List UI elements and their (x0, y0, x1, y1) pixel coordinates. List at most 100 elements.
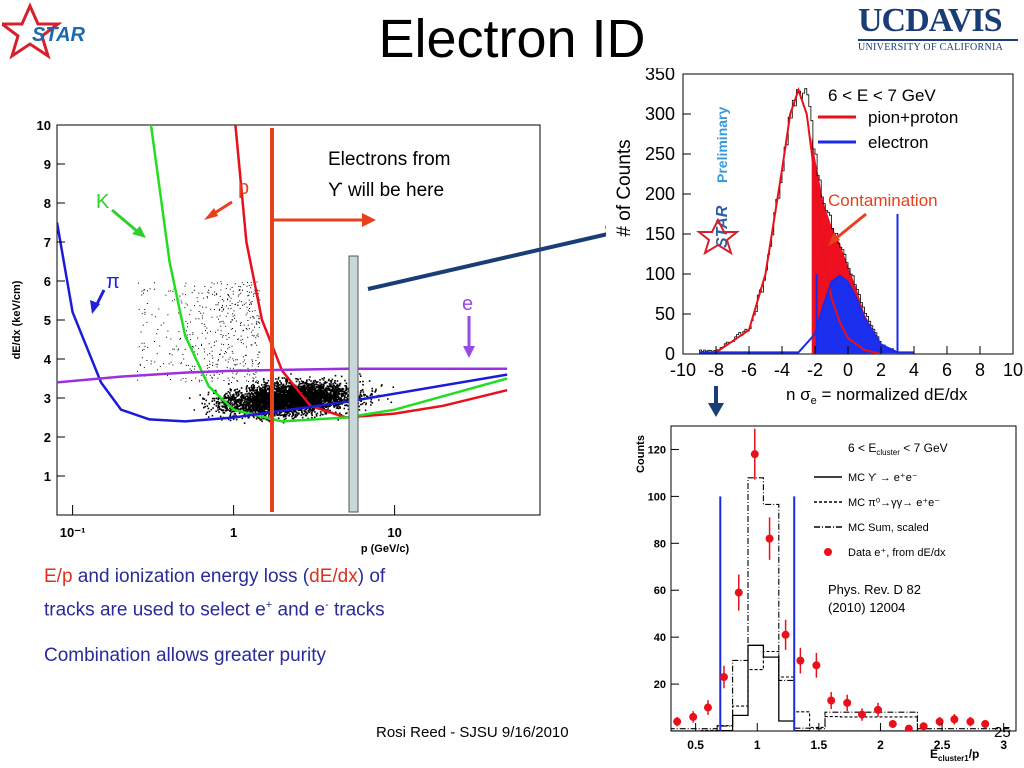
body-and-ion: and ionization energy loss ( (72, 566, 310, 587)
nsigma-legend-electron: electron (868, 133, 928, 152)
nsigma-xtick-label: 8 (975, 360, 985, 380)
nsigma-xlabel-sub: e (811, 395, 817, 407)
nsigma-legend-pion: pion+proton (868, 108, 958, 127)
label-k: K (96, 191, 110, 213)
pion-proton-fit-curve (699, 86, 914, 354)
ep-data-point (857, 710, 866, 719)
body-dedx: dE/dx (309, 566, 358, 587)
electron-fit-curve (699, 274, 914, 354)
nsigma-xtick-label: 2 (876, 360, 886, 380)
dedx-ytick-label: 10 (37, 118, 51, 133)
ep-data-point (703, 703, 712, 712)
ep-legend-title-sub: cluster (876, 448, 900, 457)
nsigma-ytick-label: 50 (655, 304, 675, 324)
ep-data-point (689, 712, 698, 721)
contamination-arrow (833, 212, 867, 242)
dedx-ytick-label: 1 (44, 469, 51, 484)
nsigma-ytick-label: 100 (645, 264, 675, 284)
arrow-k (111, 208, 139, 234)
ep-data-point (781, 630, 790, 639)
nsigma-xlabel-prefix: n σ (786, 385, 811, 404)
mc-sum-histogram (671, 477, 1011, 731)
ep-data-point (843, 698, 852, 707)
ep-data-point (904, 724, 913, 731)
contamination-arrowhead-icon (828, 232, 840, 246)
dedx-plot: 1 2 3 4 5 6 7 8 9 10 10⁻¹ 1 10 dE/dx (keV/cm) p (Ge… (11, 118, 620, 555)
ep-legend-marker-data (824, 548, 832, 556)
ep-legend-pi0: MC π⁰→γγ→ e⁺e⁻ (848, 497, 940, 509)
ep-data-point (919, 722, 928, 731)
ep-data-point (966, 717, 975, 726)
ep-legend-title: 6 < Ecluster < 7 GeV (848, 441, 948, 457)
nsigma-ytick-label: 250 (645, 144, 675, 164)
ep-data-point (765, 534, 774, 543)
ep-data-point (796, 656, 805, 665)
ep-legend-title-tail: < 7 GeV (900, 441, 948, 455)
nsigma-xtick-label: -2 (807, 360, 823, 380)
dedx-xtick-label: 10 (387, 525, 401, 540)
mc-pi0-histogram (671, 650, 1010, 731)
dedx-ylabel: dE/dx (keV/cm) (11, 280, 23, 359)
ep-xlabel: Ecluster1/p (930, 747, 979, 763)
body-close-of: ) of (357, 566, 386, 587)
ep-xlabel-tail: /p (969, 747, 980, 761)
dedx-scatter-cloud (137, 281, 395, 424)
nsigma-xlabel: n σe = normalized dE/dx (786, 385, 968, 407)
star-logo: STAR (2, 2, 86, 60)
ep-legend-sum: MC Sum, scaled (848, 522, 929, 534)
ep-data-point (734, 588, 743, 597)
ep-legend-upsilon: MC ϒ → e⁺e⁻ (848, 472, 918, 484)
ep-data-point (981, 719, 990, 728)
body-line2b: and e (272, 599, 326, 621)
arrow-p-head-icon (204, 208, 218, 220)
contamination-label: Contamination (828, 191, 938, 210)
ucdavis-logo-main: UCDAVIS (858, 2, 1003, 39)
nsigma-ytick-label: 150 (645, 224, 675, 244)
ep-legend-data: Data e⁺, from dE/dx (848, 547, 946, 559)
nsigma-ylabel: # of Counts (614, 139, 635, 236)
ep-data-point (812, 661, 821, 670)
ep-xtick-label: 1.5 (811, 738, 828, 752)
dedx-xlabel: p (GeV/c) (361, 543, 410, 555)
ep-xlabel-main: E (930, 747, 938, 761)
slide-title: Electron ID (378, 9, 646, 69)
star-watermark-icon (696, 217, 740, 256)
ep-ytick-label: 80 (654, 538, 666, 550)
nsigma-legend-title: 6 < E < 7 GeV (828, 86, 936, 105)
slide-page-number: 25 (994, 724, 1011, 741)
electron-band-curve (57, 367, 508, 384)
ep-ylabel: Counts (635, 435, 647, 473)
nsigma-xtick-label: 0 (843, 360, 853, 380)
ep-ytick-label: 120 (648, 444, 666, 456)
dedx-ytick-label: 5 (44, 313, 51, 328)
preliminary-label: Preliminary (714, 107, 730, 183)
ep-data-point (950, 715, 959, 724)
ep-data-point (874, 705, 882, 714)
nsigma-ytick-label: 0 (665, 344, 675, 364)
ep-data-point (750, 450, 759, 459)
arrow-k-head-icon (132, 226, 146, 238)
dedx-xtick-label: 1 (230, 525, 237, 540)
arrow-pi-head-icon (90, 300, 100, 314)
ucdavis-logo: UCDAVIS UNIVERSITY OF CALIFORNIA (858, 4, 1018, 53)
body-paragraph-2: Combination allows greater purity (44, 645, 326, 666)
dedx-scatter-points (137, 281, 395, 424)
body-plus: + (265, 599, 273, 611)
ep-ytick-label: 40 (654, 632, 666, 644)
upsilon-annotation-line1: Electrons from (328, 149, 450, 170)
dedx-ytick-label: 9 (44, 157, 51, 172)
link-arrow (367, 232, 609, 291)
mc-upsilon-histogram (671, 644, 1010, 731)
ep-data-point (673, 717, 682, 726)
ep-legend-title-main: 6 < E (848, 441, 876, 455)
dedx-plot-frame (56, 124, 541, 516)
ep-reference-line2: (2010) 12004 (828, 600, 905, 615)
dedx-ytick-label: 4 (44, 352, 52, 367)
arrow-e-head-icon (463, 346, 475, 358)
nsigma-ytick-label: 300 (645, 104, 675, 124)
dedx-ytick-label: 6 (44, 274, 51, 289)
label-p: p (238, 177, 249, 199)
kaon-band-curve (149, 125, 508, 423)
ep-xtick-label: 0.5 (687, 738, 704, 752)
down-arrow-icon (708, 386, 724, 417)
